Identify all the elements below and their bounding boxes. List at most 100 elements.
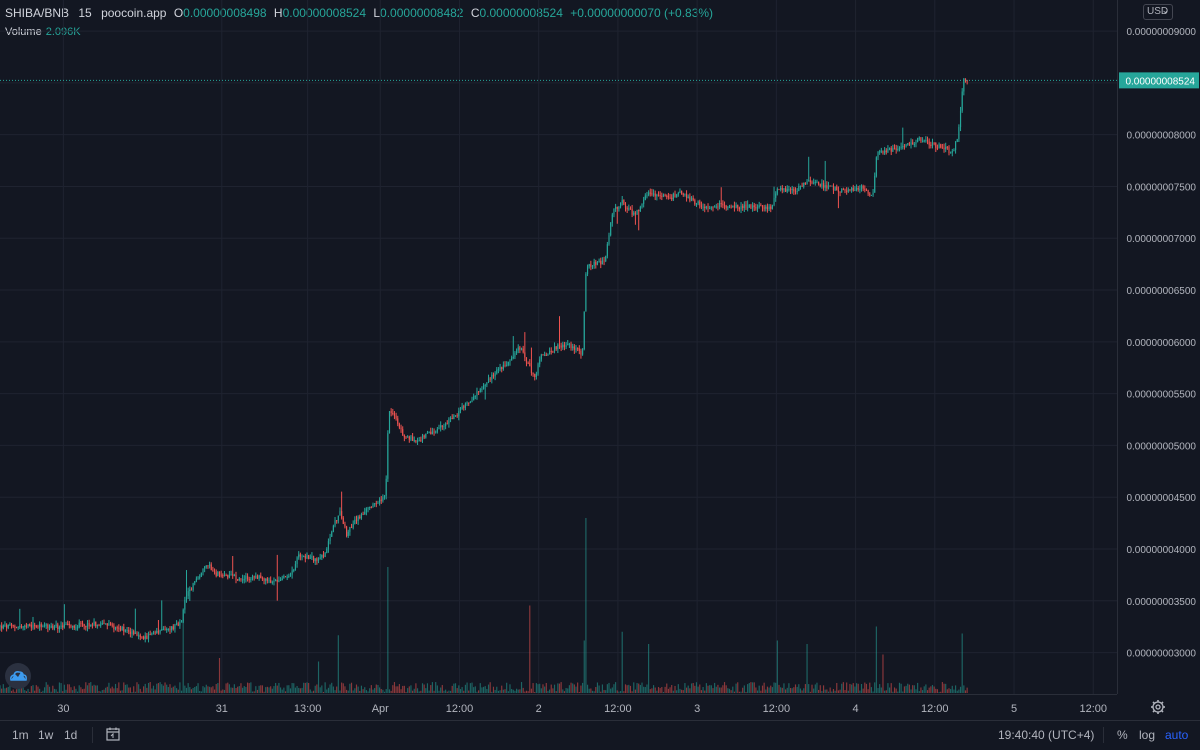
volume-bar	[582, 682, 584, 693]
candle-body	[204, 566, 206, 569]
candle-body	[159, 630, 161, 633]
candle-body	[47, 624, 49, 629]
candle-body	[798, 186, 800, 191]
chart-area[interactable]	[0, 0, 1117, 694]
candle-body	[76, 627, 79, 629]
candle-body	[685, 193, 688, 198]
volume-bar	[593, 691, 595, 693]
volume-bar	[95, 685, 97, 693]
candle-body	[841, 189, 843, 193]
candle-body	[765, 206, 767, 209]
volume-bar	[738, 691, 740, 693]
candle-body	[479, 389, 481, 393]
candle-body	[248, 579, 250, 581]
candle-body	[608, 235, 610, 245]
volume-bar	[694, 685, 696, 693]
timeframe-1d-button[interactable]: 1d	[64, 728, 78, 742]
candle-body	[359, 516, 361, 519]
interval-label[interactable]: 15	[78, 6, 92, 20]
time-axis[interactable]: 30 31 13:00 Apr 12:00 2 12:00 3 12:00 4 12:00 5 12:0…	[0, 694, 1117, 720]
candle-body	[875, 157, 877, 176]
volume-bar	[652, 685, 655, 693]
volume-bar	[955, 685, 957, 693]
candle-body	[299, 554, 301, 557]
volume-bar	[491, 691, 493, 693]
volume-bar	[874, 682, 876, 693]
volume-bar	[869, 682, 871, 693]
candle-body	[45, 624, 47, 626]
candle-body	[445, 423, 447, 427]
candle-body	[694, 200, 696, 205]
volume-bar	[337, 635, 339, 693]
volume-bar	[369, 688, 371, 693]
auto-scale-toggle[interactable]: auto	[1165, 728, 1189, 742]
timeframe-1m-button[interactable]: 1m	[12, 728, 29, 742]
volume-bar	[558, 683, 561, 693]
candle-body	[395, 415, 397, 419]
candle-body	[152, 632, 155, 634]
candle-body	[39, 624, 41, 628]
volume-bar	[379, 687, 381, 693]
candle-body	[527, 362, 529, 364]
volume-bar	[184, 685, 186, 693]
candle-body	[309, 557, 311, 559]
volume-bar	[57, 691, 59, 693]
volume-bar	[887, 683, 889, 693]
volume-bar	[586, 684, 589, 693]
candle-body	[321, 554, 323, 558]
volume-bar	[844, 690, 846, 693]
candle-body	[834, 186, 836, 191]
volume-bar	[431, 682, 433, 693]
volume-bar	[383, 691, 386, 693]
candle-body	[95, 621, 97, 627]
candle-body	[187, 591, 189, 597]
timeframe-1w-button[interactable]: 1w	[38, 728, 54, 742]
volume-bar	[415, 683, 417, 693]
candle-body	[941, 147, 943, 149]
volume-bar	[324, 682, 326, 693]
candle-body	[867, 190, 869, 194]
candle-body	[719, 202, 721, 207]
candle-body	[540, 354, 542, 360]
percent-scale-toggle[interactable]: %	[1117, 728, 1128, 742]
candle-body	[171, 626, 173, 631]
volume-bar	[354, 688, 356, 693]
candle-body	[595, 261, 597, 265]
volume-bar	[321, 685, 323, 693]
tradingview-logo-icon[interactable]	[5, 663, 31, 689]
candle-body	[428, 431, 430, 433]
volume-bar	[146, 687, 148, 693]
candle-body	[611, 214, 613, 223]
volume-bar	[436, 685, 438, 693]
candle-body	[870, 194, 872, 196]
price-tick-label: 0.00000005000	[1126, 441, 1196, 452]
candle-body	[831, 185, 833, 187]
candle-body	[562, 344, 564, 348]
volume-bar	[638, 683, 640, 693]
candle-body	[806, 181, 808, 184]
volume-bar	[664, 686, 666, 693]
candle-body	[263, 578, 265, 581]
candle-body	[212, 570, 214, 572]
volume-bar	[230, 687, 232, 693]
candle-body	[430, 431, 432, 435]
volume-bar	[913, 685, 915, 693]
volume-bar	[34, 690, 36, 693]
settings-gear-icon[interactable]	[1150, 699, 1166, 720]
volume-bar	[946, 689, 948, 693]
volume-bar	[933, 686, 935, 693]
price-axis[interactable]: 0.000000090000.000000085000.000000080000…	[1117, 0, 1200, 694]
candle-body	[752, 205, 754, 209]
volume-bar	[313, 690, 315, 693]
date-range-calendar-icon[interactable]	[105, 726, 121, 745]
clock-timezone[interactable]: 19:40:40 (UTC+4)	[998, 728, 1095, 742]
candle-body	[131, 631, 133, 635]
symbol-name[interactable]: SHIBA/BNB	[5, 6, 70, 20]
volume-bar	[176, 688, 178, 693]
candle-body	[864, 188, 866, 190]
currency-selector[interactable]: USD ⌄	[1143, 4, 1173, 20]
log-scale-toggle[interactable]: log	[1139, 728, 1156, 742]
volume-bar	[606, 684, 608, 693]
candle-body	[575, 348, 577, 350]
price-chart-svg[interactable]	[0, 0, 1117, 694]
